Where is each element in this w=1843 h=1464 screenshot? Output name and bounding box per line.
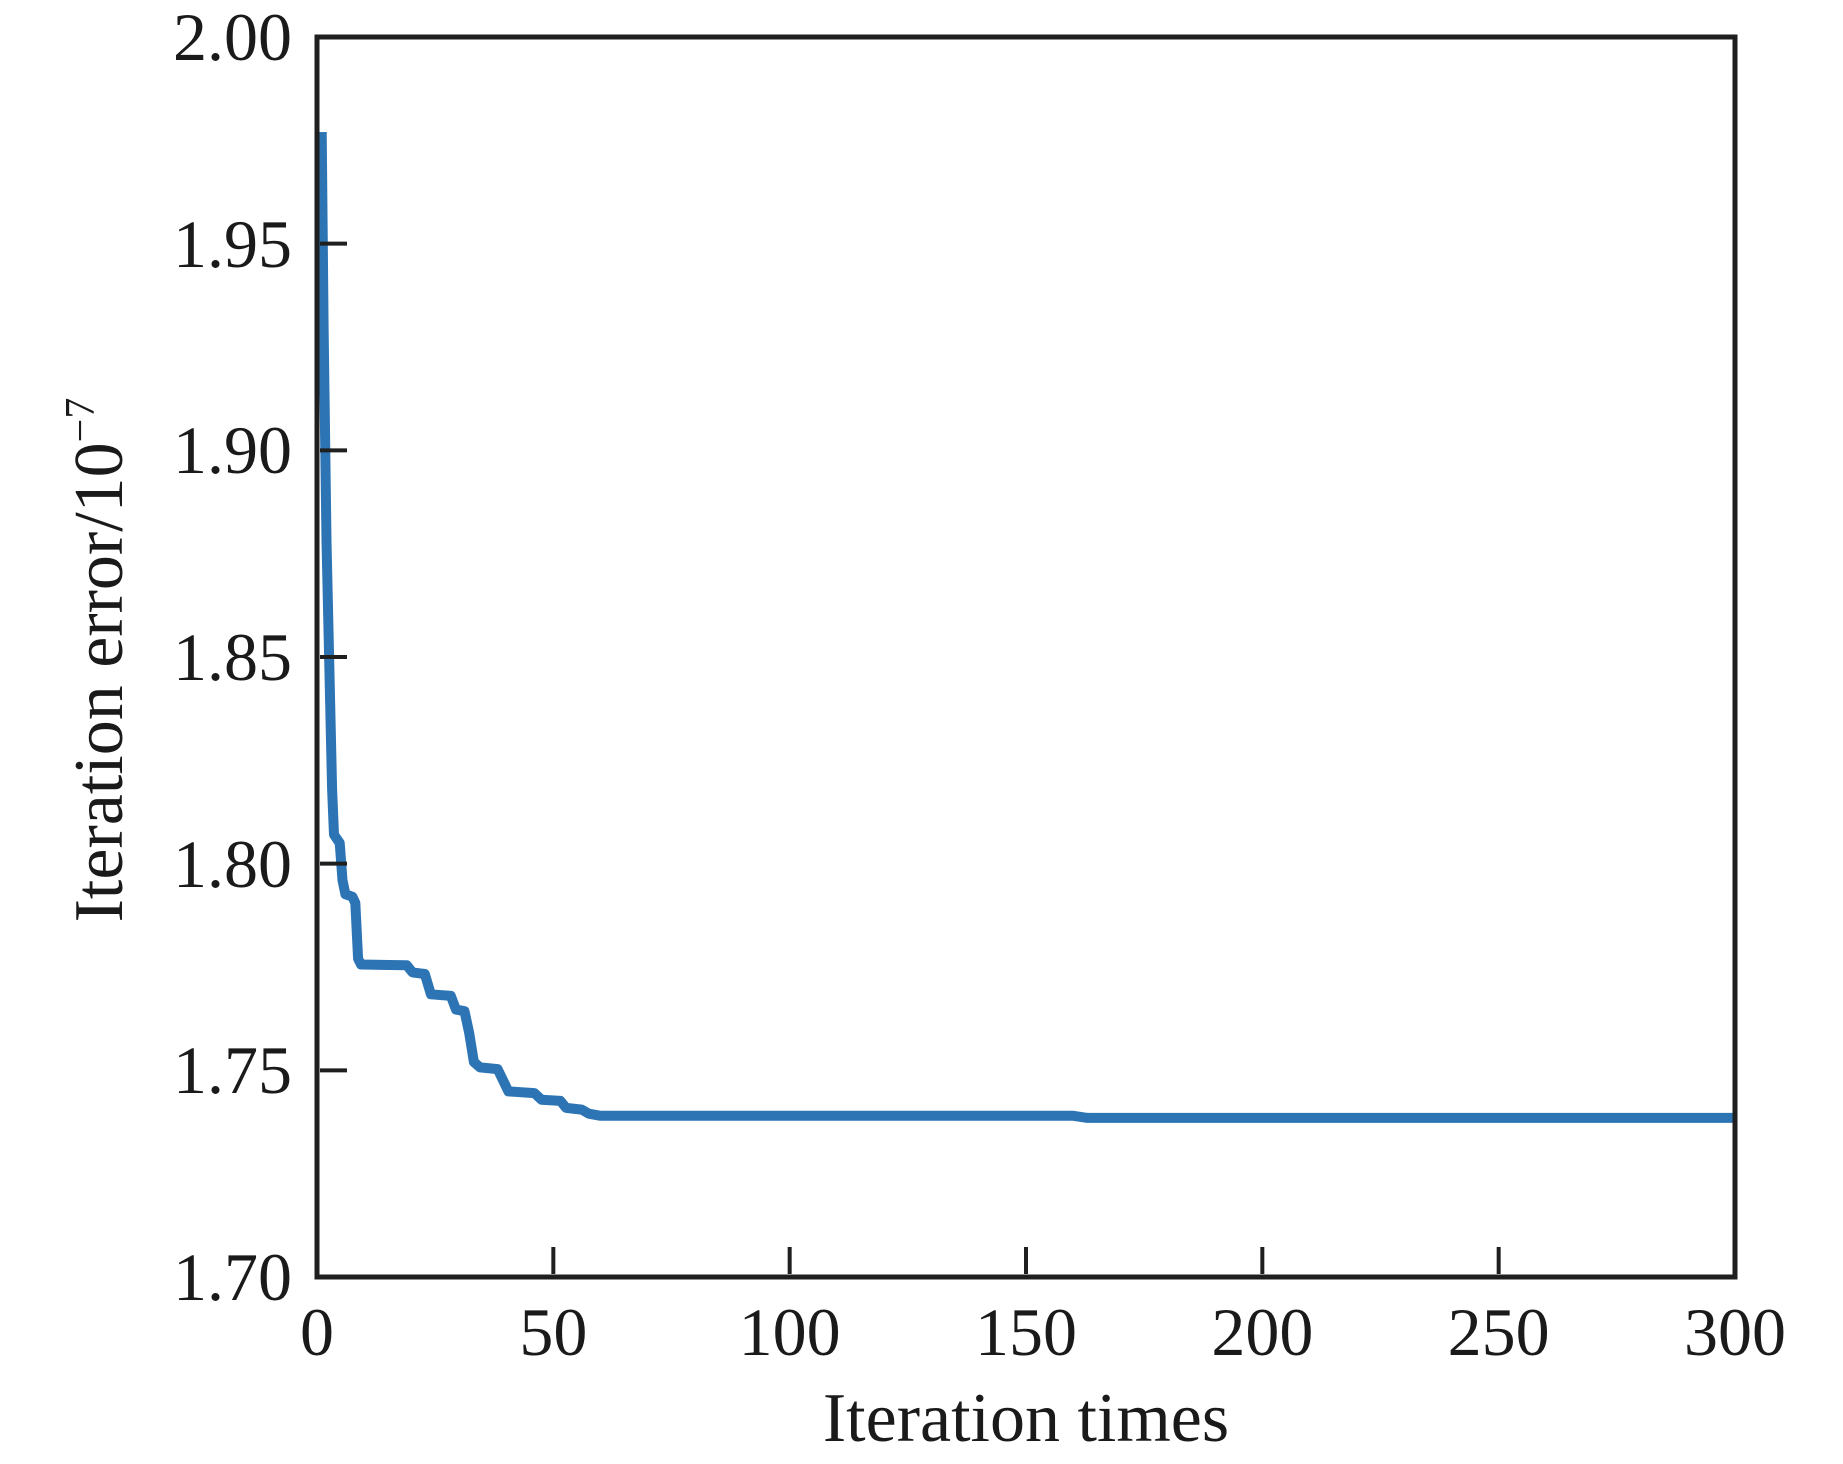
y-tick-label: 1.75 xyxy=(173,1032,292,1109)
axes-spines xyxy=(314,34,1738,1280)
y-tick-label: 1.85 xyxy=(173,619,292,695)
y-tick-label: 1.70 xyxy=(173,1239,292,1315)
x-tick-label: 50 xyxy=(519,1294,588,1370)
x-tick-label: 250 xyxy=(1447,1294,1550,1370)
y-axis-label-exponent: −7 xyxy=(58,397,104,443)
y-tick-label: 1.90 xyxy=(173,412,292,489)
y-tick-label: 2.00 xyxy=(173,0,292,75)
x-tick-label: 300 xyxy=(1684,1294,1786,1370)
y-tick-label: 1.80 xyxy=(173,825,292,902)
x-tick-label: 100 xyxy=(738,1294,841,1370)
y-axis-label-text: Iteration error/10 xyxy=(61,442,138,923)
x-axis-label: Iteration times xyxy=(822,1380,1230,1457)
x-tick-label: 200 xyxy=(1211,1294,1314,1370)
y-tick-label: 1.95 xyxy=(173,205,292,282)
x-tick-label: 150 xyxy=(975,1294,1077,1370)
x-tick-label: 0 xyxy=(300,1294,334,1370)
iteration-error-line xyxy=(317,132,1735,1123)
